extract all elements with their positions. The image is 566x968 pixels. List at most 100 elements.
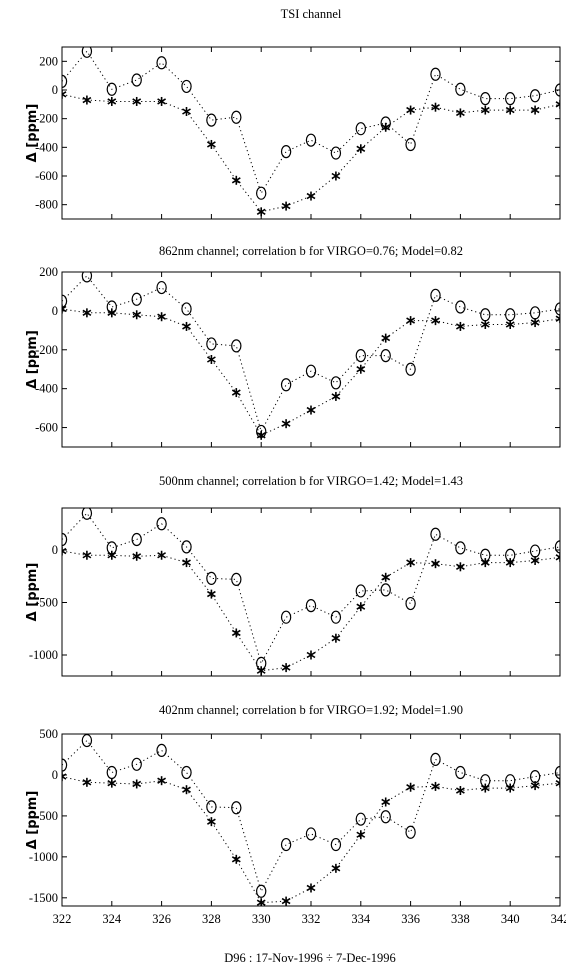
data-point-circle bbox=[181, 79, 192, 94]
data-point-circle bbox=[280, 378, 292, 392]
asterisk-stroke bbox=[455, 109, 465, 117]
data-point-asterisk bbox=[82, 777, 92, 787]
data-point-asterisk bbox=[431, 559, 440, 569]
asterisk-stroke bbox=[231, 177, 241, 184]
data-point-circle bbox=[380, 810, 391, 824]
data-point-asterisk bbox=[381, 797, 391, 807]
data-point-circle bbox=[131, 73, 142, 87]
y-tick-label: -400 bbox=[35, 382, 58, 396]
data-point-circle bbox=[231, 339, 242, 353]
data-point-asterisk bbox=[182, 321, 191, 331]
data-point-circle bbox=[280, 837, 292, 852]
y-tick-label: 200 bbox=[39, 265, 58, 279]
data-point-asterisk bbox=[555, 314, 560, 324]
data-point-circle bbox=[280, 610, 292, 624]
asterisk-stroke bbox=[82, 552, 92, 559]
data-point-asterisk bbox=[505, 783, 515, 793]
asterisk-stroke bbox=[331, 393, 341, 400]
y-tick-label: -600 bbox=[35, 169, 58, 183]
x-tick-label: 332 bbox=[302, 912, 321, 926]
data-point-asterisk bbox=[381, 333, 391, 343]
chart-title: TSI channel bbox=[281, 7, 342, 21]
data-point-asterisk bbox=[406, 316, 416, 326]
data-point-circle bbox=[554, 302, 560, 316]
asterisk-stroke bbox=[256, 432, 266, 439]
asterisk-stroke bbox=[455, 787, 465, 794]
asterisk-stroke bbox=[132, 98, 142, 105]
asterisk-stroke bbox=[530, 782, 540, 789]
y-tick-label: -1500 bbox=[29, 891, 58, 905]
data-point-circle bbox=[62, 74, 68, 88]
asterisk-stroke bbox=[281, 202, 291, 210]
data-point-circle bbox=[554, 765, 560, 780]
data-point-circle bbox=[355, 122, 366, 136]
data-point-circle bbox=[231, 801, 242, 815]
data-point-circle bbox=[529, 544, 541, 558]
data-point-asterisk bbox=[431, 781, 440, 791]
asterisk-stroke bbox=[455, 323, 465, 330]
asterisk-stroke bbox=[406, 559, 416, 566]
data-point-asterisk bbox=[132, 779, 142, 789]
data-point-circle bbox=[380, 349, 391, 363]
series-asterisk bbox=[62, 304, 560, 440]
data-point-asterisk bbox=[431, 102, 440, 112]
data-point-circle bbox=[62, 532, 68, 547]
y-tick-label: 500 bbox=[39, 727, 58, 741]
asterisk-stroke bbox=[555, 779, 560, 785]
chart-title: 862nm channel; correlation b for VIRGO=0… bbox=[159, 244, 463, 258]
chart-panel-4: 402nm channel; correlation b for VIRGO=1… bbox=[25, 703, 566, 926]
data-point-circle bbox=[554, 540, 560, 554]
x-tick-label: 342 bbox=[551, 912, 566, 926]
asterisk-stroke bbox=[281, 897, 291, 905]
data-point-circle bbox=[181, 540, 192, 554]
data-point-asterisk bbox=[306, 883, 316, 893]
data-point-asterisk bbox=[132, 310, 142, 320]
data-point-circle bbox=[81, 272, 93, 283]
series-asterisk bbox=[62, 89, 560, 217]
asterisk-stroke bbox=[82, 96, 92, 104]
data-point-asterisk bbox=[206, 817, 216, 827]
asterisk-stroke bbox=[62, 547, 67, 552]
data-point-asterisk bbox=[555, 552, 560, 562]
asterisk-stroke bbox=[555, 103, 560, 108]
data-point-asterisk bbox=[132, 96, 142, 106]
data-point-asterisk bbox=[256, 207, 266, 217]
data-point-circle bbox=[480, 308, 491, 322]
data-point-asterisk bbox=[231, 175, 241, 185]
asterisk-stroke bbox=[530, 319, 540, 326]
x-tick-label: 340 bbox=[501, 912, 520, 926]
data-point-asterisk bbox=[356, 830, 366, 840]
data-point-asterisk bbox=[281, 663, 291, 673]
data-point-asterisk bbox=[455, 321, 465, 331]
data-point-asterisk bbox=[331, 633, 341, 643]
data-point-asterisk bbox=[206, 589, 216, 599]
asterisk-stroke bbox=[455, 563, 465, 570]
asterisk-stroke bbox=[62, 93, 67, 98]
plot-frame bbox=[61, 271, 561, 448]
data-point-asterisk bbox=[356, 364, 366, 374]
y-tick-label: -400 bbox=[35, 140, 58, 154]
data-point-circle bbox=[256, 884, 267, 898]
data-point-circle bbox=[131, 532, 142, 547]
chart-panel-3: 500nm channel; correlation b for VIRGO=1… bbox=[25, 474, 561, 677]
data-point-circle bbox=[430, 288, 441, 302]
data-point-asterisk bbox=[256, 898, 266, 906]
asterisk-stroke bbox=[206, 590, 216, 598]
data-point-asterisk bbox=[281, 419, 291, 429]
asterisk-stroke bbox=[281, 664, 291, 671]
series-asterisk bbox=[62, 546, 560, 676]
asterisk-stroke bbox=[62, 773, 67, 778]
data-point-asterisk bbox=[62, 89, 67, 99]
asterisk-stroke bbox=[182, 323, 191, 330]
data-point-asterisk bbox=[107, 550, 117, 560]
data-point-circle bbox=[206, 113, 217, 127]
y-tick-label: 200 bbox=[39, 54, 58, 68]
asterisk-stroke bbox=[306, 192, 316, 200]
data-point-circle bbox=[305, 827, 317, 841]
data-point-asterisk bbox=[356, 602, 366, 612]
data-point-asterisk bbox=[107, 96, 117, 106]
asterisk-stroke bbox=[381, 798, 391, 806]
asterisk-stroke bbox=[256, 667, 266, 674]
data-point-asterisk bbox=[381, 572, 391, 582]
data-point-asterisk bbox=[231, 388, 241, 398]
